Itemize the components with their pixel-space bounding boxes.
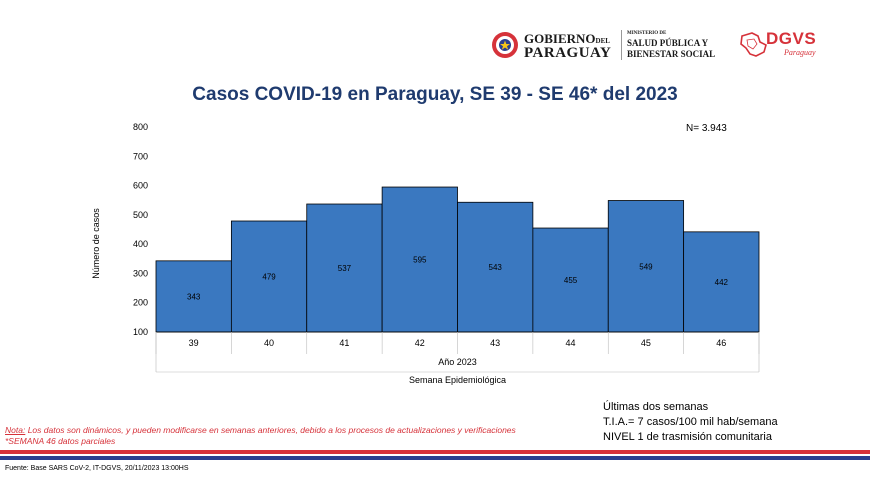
header-logos: GOBIERNODEL PARAGUAY MINISTERIO DE SALUD… [490,26,830,66]
header-divider [621,30,622,60]
ministerio-name-line1: SALUD PÚBLICA Y [627,38,709,48]
chart-layer: 100 200 300 400 500 600 700 800 Número de casos 3… [91,122,760,385]
bar-value-label: 479 [262,273,276,282]
bar [607,200,685,333]
gobierno-title: GOBIERNODEL [524,31,610,46]
paraguay-title: PARAGUAY [524,45,612,61]
x-tick-label: 41 [339,338,349,348]
bar [381,186,458,333]
info-line-1: Últimas dos semanas [603,401,709,413]
y-tick-label: 800 [133,122,148,132]
footer-stripe-blue [0,456,870,460]
bar-value-label: 343 [187,292,201,301]
info-line-3: NIVEL 1 de trasmisión comunitaria [603,431,772,443]
x-tick-label: 40 [264,338,274,348]
bar [532,227,609,333]
y-axis-label: Número de casos [91,208,101,279]
x-tick-label: 43 [490,338,500,348]
ministerio-label: MINISTERIO DE [627,31,667,36]
gobierno-del: DEL [595,37,610,45]
y-tick-label: 200 [133,298,148,308]
y-tick-label: 100 [133,327,148,337]
bar-value-label: 549 [639,262,653,271]
footer-stripe-red [0,450,870,454]
note-box: Nota: Los datos son dinámicos, y pueden … [5,425,516,447]
y-tick-label: 400 [133,239,148,249]
paraguay-map-icon [740,32,767,57]
x-tick-label: 46 [716,338,726,348]
dgvs-subtitle: Paraguay [784,48,816,57]
source-text: Fuente: Base SARS CoV-2, IT-DGVS, 20/11/… [5,465,189,472]
x-group-label: Año 2023 [438,357,477,367]
note-line-1: Nota: Los datos son dinámicos, y pueden … [5,425,516,436]
gobierno-logo: GOBIERNODEL PARAGUAY [490,26,620,66]
dgvs-logo: DGVS Paraguay [738,26,830,66]
note-text: Los datos son dinámicos, y pueden modifi… [25,425,516,435]
x-tick-label: 45 [641,338,651,348]
x-tick-label: 39 [189,338,199,348]
bar-value-label: 455 [564,276,578,285]
ministerio-name-line2: BIENESTAR SOCIAL [627,49,716,59]
note-line-2: *SEMANA 46 datos parciales [5,436,116,446]
x-axis-label: Semana Epidemiológica [409,375,506,385]
x-tick-label: 42 [415,338,425,348]
bar-value-label: 442 [715,278,729,287]
bar [457,201,534,333]
bar-value-label: 595 [413,256,427,265]
footer-stripe-white [0,454,870,456]
info-box: Últimas dos semanas T.I.A.= 7 casos/100 … [603,400,778,445]
note-prefix: Nota: [5,425,26,435]
y-tick-label: 700 [133,151,148,161]
bar [155,260,232,333]
paraguay-seal-icon [492,32,518,58]
total-cases-annotation: N= 3.943 [686,123,727,134]
dgvs-title: DGVS [766,29,817,48]
chart-title: Casos COVID-19 en Paraguay, SE 39 - SE 4… [192,84,678,105]
bar-value-label: 537 [338,264,352,273]
y-tick-label: 300 [133,268,148,278]
bar-chart: 100 200 300 400 500 600 700 800 Número de casos 3… [91,122,760,385]
bar-value-label: 543 [489,263,503,272]
y-tick-label: 600 [133,181,148,191]
y-tick-label: 500 [133,210,148,220]
x-tick-label: 44 [566,338,576,348]
info-line-2: T.I.A.= 7 casos/100 mil hab/semana [603,416,778,428]
